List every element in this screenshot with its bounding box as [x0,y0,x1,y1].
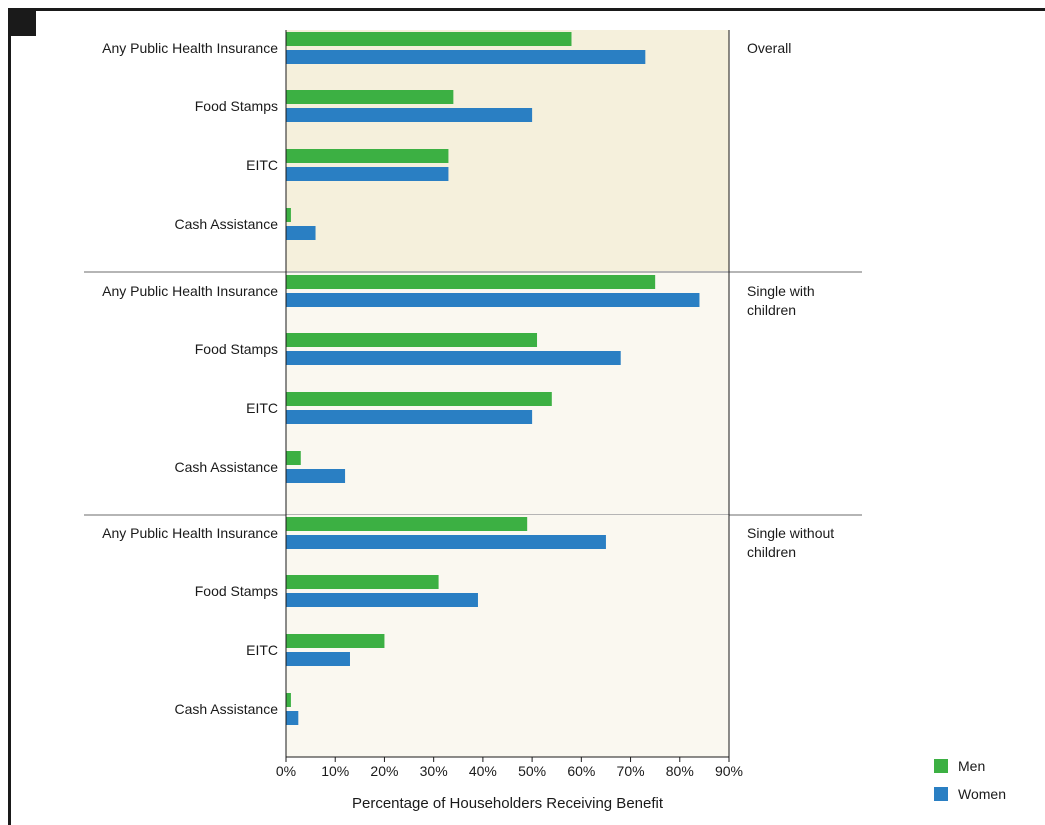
category-label: Food Stamps [195,583,278,599]
category-label: Cash Assistance [175,216,279,232]
panel-label: Single without children [747,525,834,560]
category-label: Any Public Health Insurance [102,525,278,541]
legend-swatch-women [934,787,948,801]
panel-label-line: children [747,544,796,560]
bar-women-food-stamps [286,351,621,365]
category-label: EITC [246,157,278,173]
x-tick-label: 90% [715,763,743,779]
x-tick-label: 40% [469,763,497,779]
x-tick-label: 70% [617,763,645,779]
category-label: EITC [246,400,278,416]
legend-label-women: Women [958,786,1006,802]
bar-men-cash-assistance [286,208,291,222]
bar-men-eitc [286,392,552,406]
bar-women-food-stamps [286,593,478,607]
panel-label-line: Overall [747,40,791,56]
category-label: EITC [246,642,278,658]
bar-men-eitc [286,634,385,648]
bar-men-food-stamps [286,575,439,589]
panel-single-without-children: Any Public Health Insurance Food Stamps EI… [102,515,834,757]
bar-men-cash-assistance [286,451,301,465]
panel-label: Overall [747,40,791,56]
bar-men-any-public-health-insurance [286,32,572,46]
x-tick-label: 30% [420,763,448,779]
bar-women-cash-assistance [286,469,346,483]
x-axis-title: Percentage of Householders Receiving Ben… [352,795,664,812]
bar-women-any-public-health-insurance [286,535,606,549]
legend-label-men: Men [958,758,985,774]
bar-women-cash-assistance [286,226,316,240]
category-label: Food Stamps [195,98,278,114]
bar-women-food-stamps [286,108,533,122]
category-label: Food Stamps [195,341,278,357]
panel-single-with-children: Any Public Health Insurance Food Stamps EI… [84,273,862,516]
panel-label-line: children [747,302,796,318]
x-tick-label: 10% [321,763,349,779]
bar-women-cash-assistance [286,711,299,725]
bar-women-eitc [286,410,533,424]
panel-label-line: Single without [747,525,834,541]
category-label: Any Public Health Insurance [102,40,278,56]
category-label: Cash Assistance [175,459,279,475]
panels-layer: Any Public Health Insurance Food Stamps EI… [84,30,862,757]
x-tick-label: 80% [666,763,694,779]
x-axis: 0% 10% 20% 30% 40% 50% 60% 70% 80% 90% Percentage … [276,756,743,812]
top-border-bar [8,8,1045,11]
x-tick-label: 0% [276,763,296,779]
bar-men-any-public-health-insurance [286,517,528,531]
left-border-bar [8,8,11,825]
bar-men-food-stamps [286,333,538,347]
corner-block [8,8,36,36]
legend-swatch-men [934,759,948,773]
category-label: Any Public Health Insurance [102,283,278,299]
bar-men-eitc [286,149,449,163]
panel-overall: Any Public Health Insurance Food Stamps EI… [84,30,862,273]
x-tick-label: 50% [518,763,546,779]
panel-label-line: Single with [747,283,815,299]
category-label: Cash Assistance [175,701,279,717]
bar-men-cash-assistance [286,693,291,707]
x-tick-label: 20% [370,763,398,779]
bar-women-any-public-health-insurance [286,50,646,64]
bar-women-eitc [286,652,350,666]
bar-men-any-public-health-insurance [286,275,656,289]
legend: Men Women [934,758,1006,802]
bar-men-food-stamps [286,90,454,104]
bar-women-eitc [286,167,449,181]
panel-label: Single with children [747,283,815,318]
bar-women-any-public-health-insurance [286,293,700,307]
x-tick-label: 60% [567,763,595,779]
